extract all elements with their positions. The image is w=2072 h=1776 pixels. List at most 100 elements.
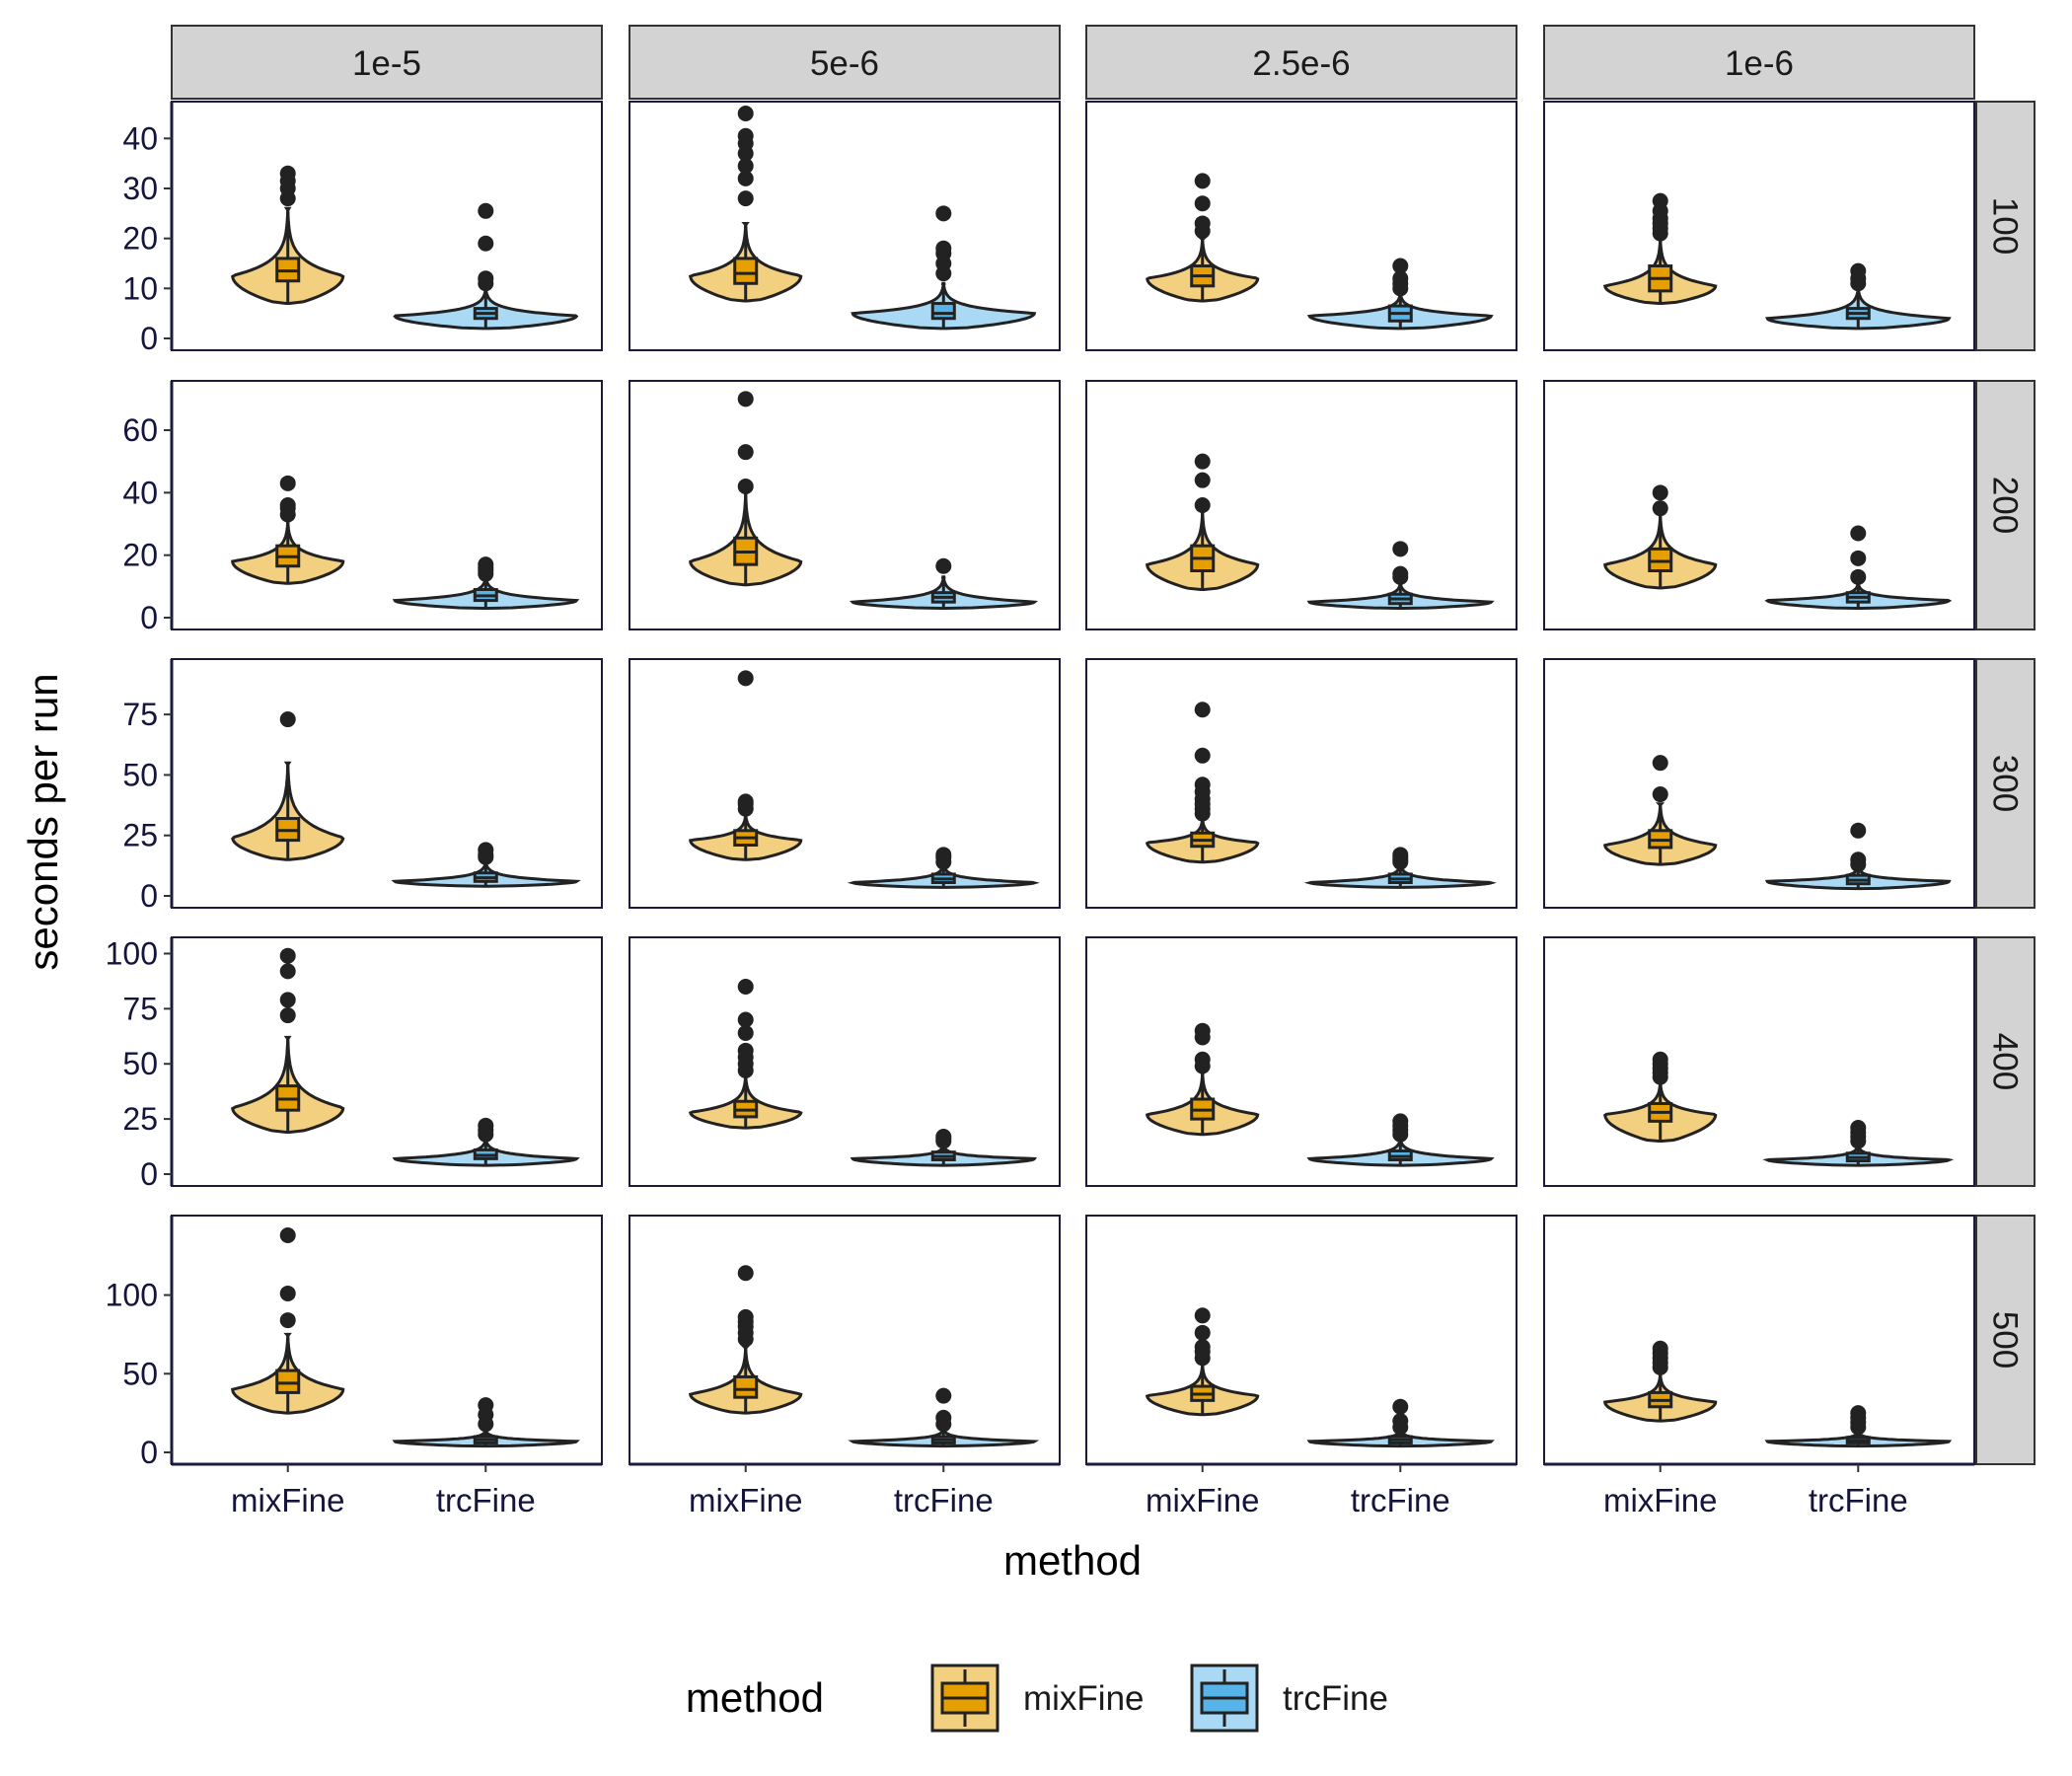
outlier-point bbox=[737, 158, 754, 175]
legend-item: mixFine bbox=[930, 1664, 1145, 1733]
violin-group-mixFine bbox=[1146, 453, 1260, 591]
y-tick-label: 20 bbox=[122, 538, 158, 573]
row-strip: 500 bbox=[1975, 1215, 2035, 1465]
outlier-point bbox=[1850, 525, 1867, 542]
row-strip-label: 100 bbox=[1986, 197, 2025, 255]
outlier-point bbox=[1652, 192, 1668, 209]
violin-group-mixFine bbox=[689, 670, 803, 861]
column-strips: 1e-5 5e-6 2.5e-6 1e-6 bbox=[171, 25, 1975, 100]
outlier-point bbox=[737, 391, 754, 407]
outlier-point bbox=[935, 1129, 952, 1145]
violin-group-trcFine bbox=[392, 556, 580, 610]
violin-group-mixFine bbox=[688, 1265, 803, 1415]
panel-background bbox=[1543, 1215, 1975, 1465]
y-tick-label: 100 bbox=[106, 935, 158, 971]
y-tick-label: 25 bbox=[122, 1101, 158, 1137]
row-strip-label: 500 bbox=[1986, 1311, 2025, 1369]
outlier-point bbox=[1652, 755, 1668, 772]
outlier-point bbox=[1194, 215, 1211, 232]
violin-group-trcFine bbox=[1764, 1405, 1953, 1448]
outlier-point bbox=[279, 711, 296, 728]
y-axis: 0 50 100 bbox=[106, 1216, 174, 1470]
outlier-point bbox=[478, 235, 494, 252]
violin-group-trcFine bbox=[1764, 525, 1953, 610]
y-axes: 0 10 20 30 40 0 20 40 60 0 25 50 75 0 25 50 75 100 0 50 100 bbox=[106, 102, 174, 1470]
panel bbox=[1543, 1215, 1975, 1465]
violin-group-trcFine bbox=[847, 847, 1040, 889]
row-strips: 100 200 300 400 500 bbox=[1975, 101, 2035, 1465]
x-axes: mixFine trcFine mixFine trcFine mixFine trcFi… bbox=[172, 1462, 1974, 1518]
outlier-point bbox=[279, 165, 296, 182]
y-axis: 0 20 40 60 bbox=[122, 381, 174, 635]
outlier-point bbox=[1392, 847, 1409, 863]
panel bbox=[629, 380, 1061, 630]
panel-background bbox=[1085, 101, 1517, 351]
legend-item: trcFine bbox=[1190, 1664, 1388, 1733]
column-strip-background bbox=[1543, 25, 1975, 100]
panel bbox=[629, 1215, 1061, 1465]
outlier-point bbox=[1850, 851, 1867, 868]
box bbox=[1648, 547, 1673, 572]
outlier-point bbox=[1850, 550, 1867, 566]
y-tick-label: 50 bbox=[122, 1046, 158, 1081]
violin-group-mixFine bbox=[1145, 1022, 1260, 1137]
violin-group-mixFine bbox=[688, 979, 803, 1130]
panel-background bbox=[171, 1215, 603, 1465]
y-tick-label: 75 bbox=[122, 991, 158, 1026]
column-strip-label: 1e-5 bbox=[352, 44, 421, 83]
outlier-point bbox=[1194, 1022, 1211, 1039]
outlier-point bbox=[279, 497, 296, 513]
outlier-point bbox=[737, 1011, 754, 1028]
row-strip: 200 bbox=[1975, 380, 2035, 630]
legend-label: trcFine bbox=[1283, 1679, 1388, 1718]
outlier-point bbox=[737, 670, 754, 687]
legend-label: mixFine bbox=[1023, 1679, 1145, 1718]
outlier-point bbox=[1850, 262, 1867, 279]
outlier-point bbox=[279, 1312, 296, 1329]
panel-background bbox=[1543, 658, 1975, 909]
column-strip-background bbox=[1085, 25, 1517, 100]
panel-background bbox=[629, 1215, 1061, 1465]
y-axis: 0 10 20 30 40 bbox=[122, 102, 174, 356]
violin-group-trcFine bbox=[849, 557, 1039, 610]
y-tick-label: 100 bbox=[106, 1278, 158, 1313]
panel-background bbox=[1543, 380, 1975, 630]
y-tick-label: 0 bbox=[140, 600, 158, 635]
outlier-point bbox=[1652, 786, 1668, 803]
outlier-point bbox=[935, 205, 952, 222]
violin-group-mixFine bbox=[1602, 192, 1718, 305]
panel bbox=[1543, 380, 1975, 630]
panel bbox=[1085, 1215, 1517, 1465]
column-strip-background bbox=[629, 25, 1061, 100]
panel-background bbox=[1085, 380, 1517, 630]
violin-group-trcFine bbox=[850, 1129, 1038, 1167]
outlier-point bbox=[279, 475, 296, 491]
panel bbox=[629, 936, 1061, 1187]
y-axis: 0 25 50 75 100 bbox=[106, 935, 174, 1192]
violin-group-mixFine bbox=[231, 711, 345, 861]
row-strip: 400 bbox=[1975, 936, 2035, 1187]
y-tick-label: 0 bbox=[140, 1435, 158, 1470]
violin-group-mixFine bbox=[689, 391, 803, 587]
legend: method mixFine trcFine bbox=[686, 1664, 1388, 1733]
outlier-point bbox=[935, 557, 952, 574]
panel bbox=[1085, 658, 1517, 909]
outlier-point bbox=[1392, 565, 1409, 582]
panel bbox=[171, 936, 603, 1187]
outlier-point bbox=[737, 444, 754, 461]
x-tick-label: trcFine bbox=[436, 1482, 536, 1518]
column-strip: 1e-5 bbox=[171, 25, 603, 100]
panel bbox=[1085, 101, 1517, 351]
panel bbox=[629, 658, 1061, 909]
y-tick-label: 60 bbox=[122, 412, 158, 448]
box bbox=[930, 302, 956, 321]
outlier-point bbox=[279, 1285, 296, 1301]
box bbox=[275, 1369, 301, 1394]
y-tick-label: 0 bbox=[140, 1156, 158, 1192]
outlier-point bbox=[737, 127, 754, 144]
violin-group-trcFine bbox=[393, 202, 579, 331]
row-strip-label: 200 bbox=[1986, 477, 2025, 534]
outlier-point bbox=[1850, 1120, 1867, 1137]
outlier-point bbox=[478, 270, 494, 287]
